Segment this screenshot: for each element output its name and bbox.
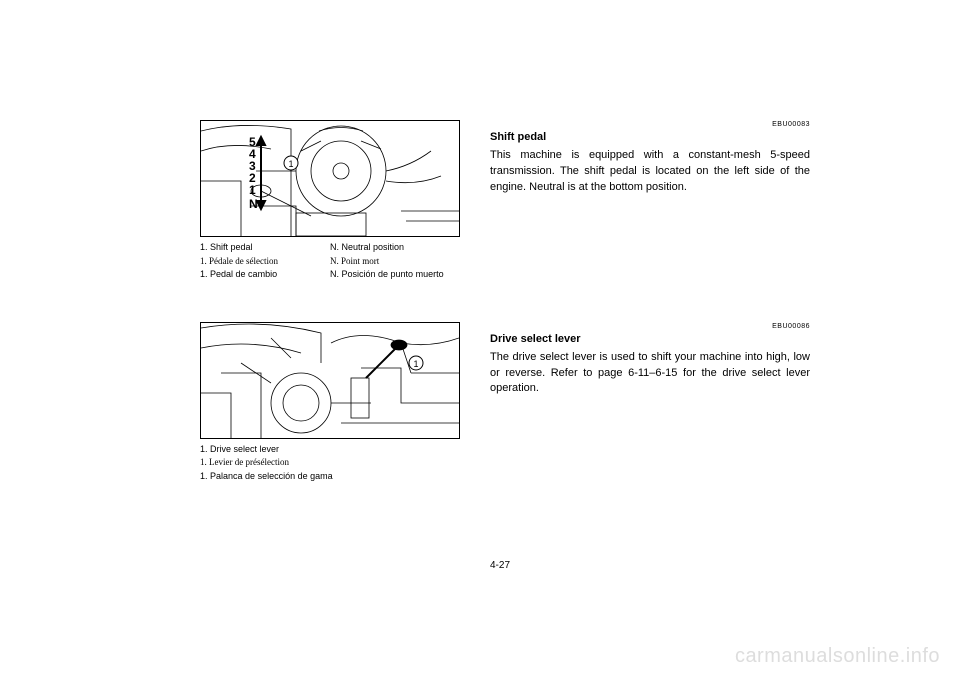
page-number: 4-27 — [490, 560, 510, 571]
gear-n: N — [249, 197, 258, 211]
f2-fr-n1: 1. — [200, 457, 207, 467]
figure2-block: 1 1. Drive select lever 1. Levier de pré… — [200, 322, 460, 484]
gear-1: 1 — [249, 183, 256, 197]
body2: The drive select lever is used to shift … — [490, 350, 810, 398]
ref1: EBU00083 — [490, 120, 810, 130]
figure1-block: 5 4 3 2 1 N 1 — [200, 120, 460, 282]
section-drive-select: EBU00086 Drive select lever The drive se… — [490, 322, 810, 484]
f1-es-n1: 1. — [200, 269, 208, 279]
f1-en-n1: 1. — [200, 242, 208, 252]
ref2: EBU00086 — [490, 322, 810, 332]
figure1-captions: 1. Shift pedal N. Neutral position 1. Pé… — [200, 241, 460, 282]
figure-shift-pedal: 5 4 3 2 1 N 1 — [200, 120, 460, 237]
f1-en-t1: Shift pedal — [210, 242, 253, 252]
figure2-captions: 1. Drive select lever 1. Levier de présé… — [200, 443, 460, 484]
row-drive-select: 1 1. Drive select lever 1. Levier de pré… — [200, 322, 820, 484]
f2-fr-t1: Levier de présélection — [209, 457, 289, 467]
figure-drive-select: 1 — [200, 322, 460, 439]
callout2-label: 1 — [413, 359, 418, 369]
row-shift-pedal: 5 4 3 2 1 N 1 — [200, 120, 820, 282]
f1-fr-n2: N. — [330, 256, 339, 266]
f2-en-n1: 1. — [200, 444, 208, 454]
section-shift-pedal: EBU00083 Shift pedal This machine is equ… — [490, 120, 810, 282]
heading1: Shift pedal — [490, 130, 810, 146]
f1-fr-t1: Pédale de sélection — [209, 256, 278, 266]
manual-page: 5 4 3 2 1 N 1 — [200, 120, 820, 523]
heading2: Drive select lever — [490, 332, 810, 348]
watermark: carmanualsonline.info — [735, 645, 940, 668]
f1-es-t2: Posición de punto muerto — [342, 269, 444, 279]
figure2-svg: 1 — [201, 323, 459, 438]
f1-en-t2: Neutral position — [342, 242, 405, 252]
f1-es-t1: Pedal de cambio — [210, 269, 277, 279]
body1: This machine is equipped with a constant… — [490, 148, 810, 196]
f2-en-t1: Drive select lever — [210, 444, 279, 454]
f1-en-n2: N. — [330, 242, 339, 252]
f1-fr-t2: Point mort — [341, 256, 379, 266]
callout1-label: 1 — [288, 159, 293, 169]
f2-es-t1: Palanca de selección de gama — [210, 471, 333, 481]
f1-es-n2: N. — [330, 269, 339, 279]
f2-es-n1: 1. — [200, 471, 208, 481]
f1-fr-n1: 1. — [200, 256, 207, 266]
figure1-svg: 5 4 3 2 1 N 1 — [201, 121, 459, 236]
